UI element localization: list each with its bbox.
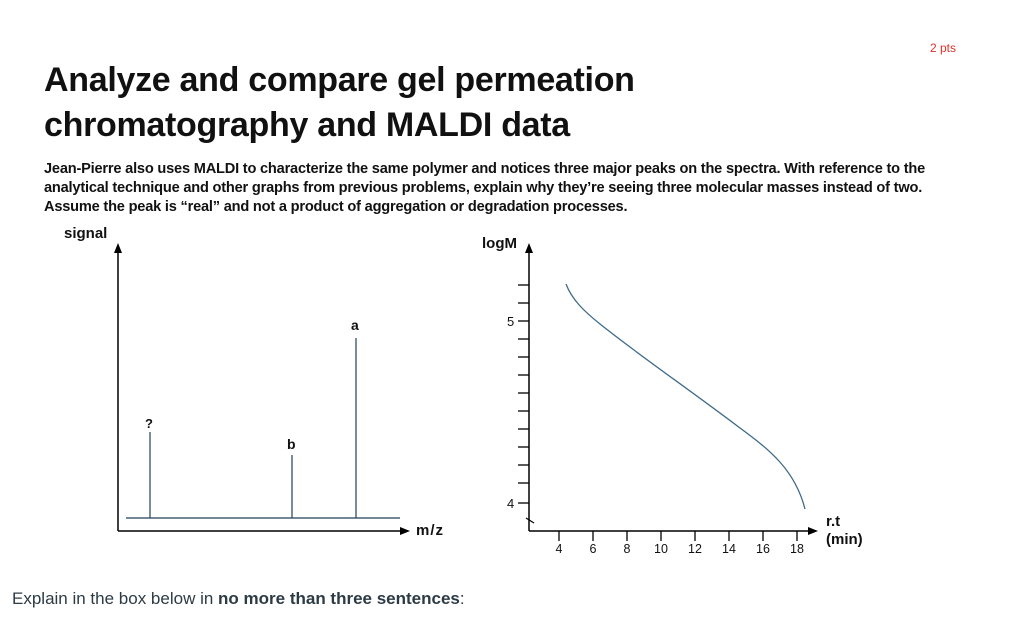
gpc-ylabel: logM (482, 235, 517, 252)
gpc-xtick-4: 4 (556, 542, 563, 556)
maldi-plot: signal m/z ? b a (64, 225, 444, 539)
gpc-xtick-10: 10 (654, 542, 668, 556)
instruction-bold: no more than three sentences (218, 589, 460, 608)
maldi-ylabel: signal (64, 225, 107, 242)
gpc-xtick-6: 6 (590, 542, 597, 556)
arrow-right-icon (400, 527, 410, 535)
instruction-text: Explain in the box below in no more than… (12, 589, 465, 609)
question-prompt: Jean-Pierre also uses MALDI to character… (44, 161, 926, 215)
peak-a-label: a (351, 317, 359, 333)
gpc-plot: logM 5 4 (482, 235, 863, 556)
gpc-xtick-12: 12 (688, 542, 702, 556)
gpc-xtick-14: 14 (722, 542, 736, 556)
gpc-y-ticks (518, 284, 529, 504)
gpc-xlabel-line1: r.t (826, 513, 840, 530)
peak-b-label: b (287, 436, 296, 452)
question-title: Analyze and compare gel permeation chrom… (44, 61, 635, 144)
instruction-suffix: : (459, 589, 465, 608)
instruction-prefix: Explain in the box below in (12, 589, 219, 608)
peak-unknown-label: ? (145, 416, 153, 431)
gpc-ytick-5: 5 (507, 314, 514, 329)
gpc-ytick-4: 4 (507, 496, 514, 511)
gpc-xtick-16: 16 (756, 542, 770, 556)
arrow-up-icon (525, 243, 533, 253)
gpc-x-ticks (558, 531, 798, 541)
maldi-xlabel: m/z (416, 522, 444, 539)
axis-break-icon (525, 517, 535, 524)
gpc-xtick-18: 18 (790, 542, 804, 556)
gpc-xtick-8: 8 (624, 542, 631, 556)
gpc-calibration-curve (565, 283, 806, 510)
gpc-xlabel-line2: (min) (826, 531, 863, 548)
arrow-up-icon (114, 243, 122, 253)
points-label: 2 pts (930, 41, 957, 55)
arrow-right-icon (808, 527, 818, 535)
